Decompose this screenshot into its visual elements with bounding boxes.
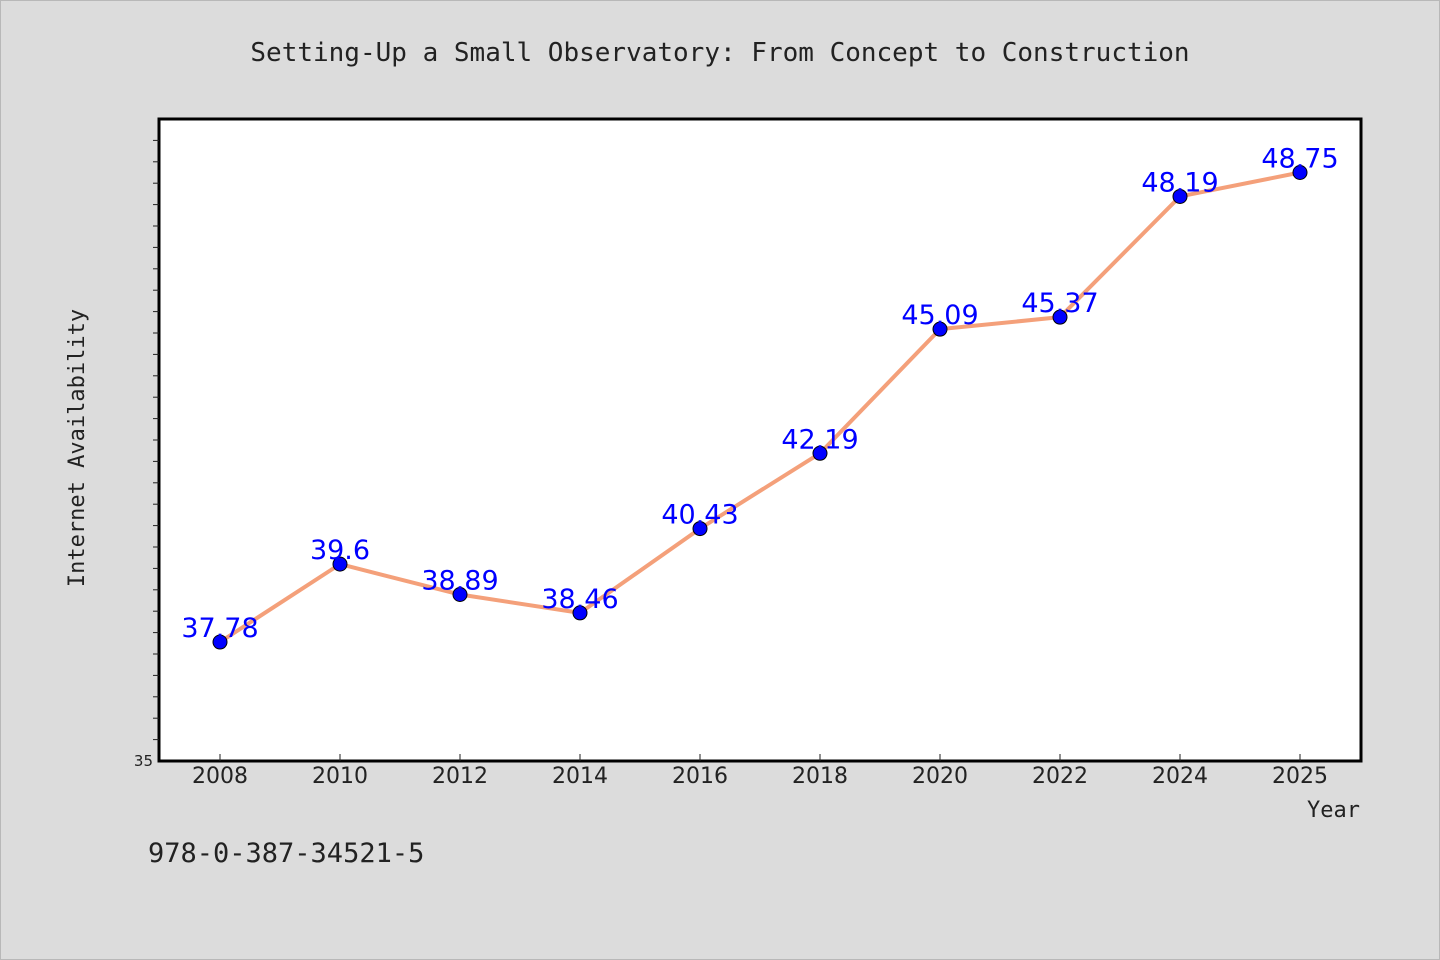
y-tick-label: 35 bbox=[134, 752, 153, 770]
plot-area bbox=[157, 117, 1363, 763]
x-tick-label: 2025 bbox=[1272, 764, 1328, 789]
data-point bbox=[812, 445, 828, 461]
data-point bbox=[212, 634, 228, 650]
x-tick-label: 2014 bbox=[552, 764, 608, 789]
y-axis-ticks bbox=[153, 139, 159, 741]
x-tick-label: 2020 bbox=[912, 764, 968, 789]
series-group: 37.78 39.6 38.89 38.46 40.43 42.19 45.09 45.37 4… bbox=[181, 144, 1339, 650]
x-tick-label: 2024 bbox=[1152, 764, 1208, 789]
data-label: 45.09 bbox=[901, 300, 978, 331]
data-label: 48.75 bbox=[1261, 144, 1338, 175]
data-label: 45.37 bbox=[1021, 288, 1098, 319]
data-label: 38.46 bbox=[541, 584, 618, 615]
data-point bbox=[692, 521, 708, 537]
x-tick-label: 2016 bbox=[672, 764, 728, 789]
y-axis-title: Internet Availability bbox=[65, 309, 90, 587]
data-point bbox=[572, 605, 588, 621]
x-tick-label: 2012 bbox=[432, 764, 488, 789]
data-point bbox=[1052, 309, 1068, 325]
x-tick-label: 2018 bbox=[792, 764, 848, 789]
data-point bbox=[1172, 188, 1188, 204]
data-label: 38.89 bbox=[421, 566, 498, 597]
data-label: 40.43 bbox=[661, 500, 738, 531]
chart-title: Setting-Up a Small Observatory: From Con… bbox=[250, 38, 1189, 68]
data-point bbox=[332, 556, 348, 572]
data-label: 48.19 bbox=[1141, 167, 1218, 198]
x-tick-label: 2008 bbox=[192, 764, 248, 789]
isbn-text: 978-0-387-34521-5 bbox=[148, 838, 424, 869]
data-label: 39.6 bbox=[310, 535, 370, 566]
x-axis-title: Year bbox=[1307, 798, 1360, 823]
x-tick-label: 2010 bbox=[312, 764, 368, 789]
data-label: 37.78 bbox=[181, 613, 258, 644]
data-point bbox=[932, 321, 948, 337]
series-line bbox=[218, 170, 1301, 644]
data-point bbox=[452, 587, 468, 603]
x-tick-label: 2022 bbox=[1032, 764, 1088, 789]
x-axis-ticks: 2008 2010 2012 2014 2016 2018 2020 2022 2024 2025 bbox=[192, 754, 1328, 789]
data-point bbox=[1292, 165, 1308, 180]
data-label: 42.19 bbox=[781, 424, 858, 455]
